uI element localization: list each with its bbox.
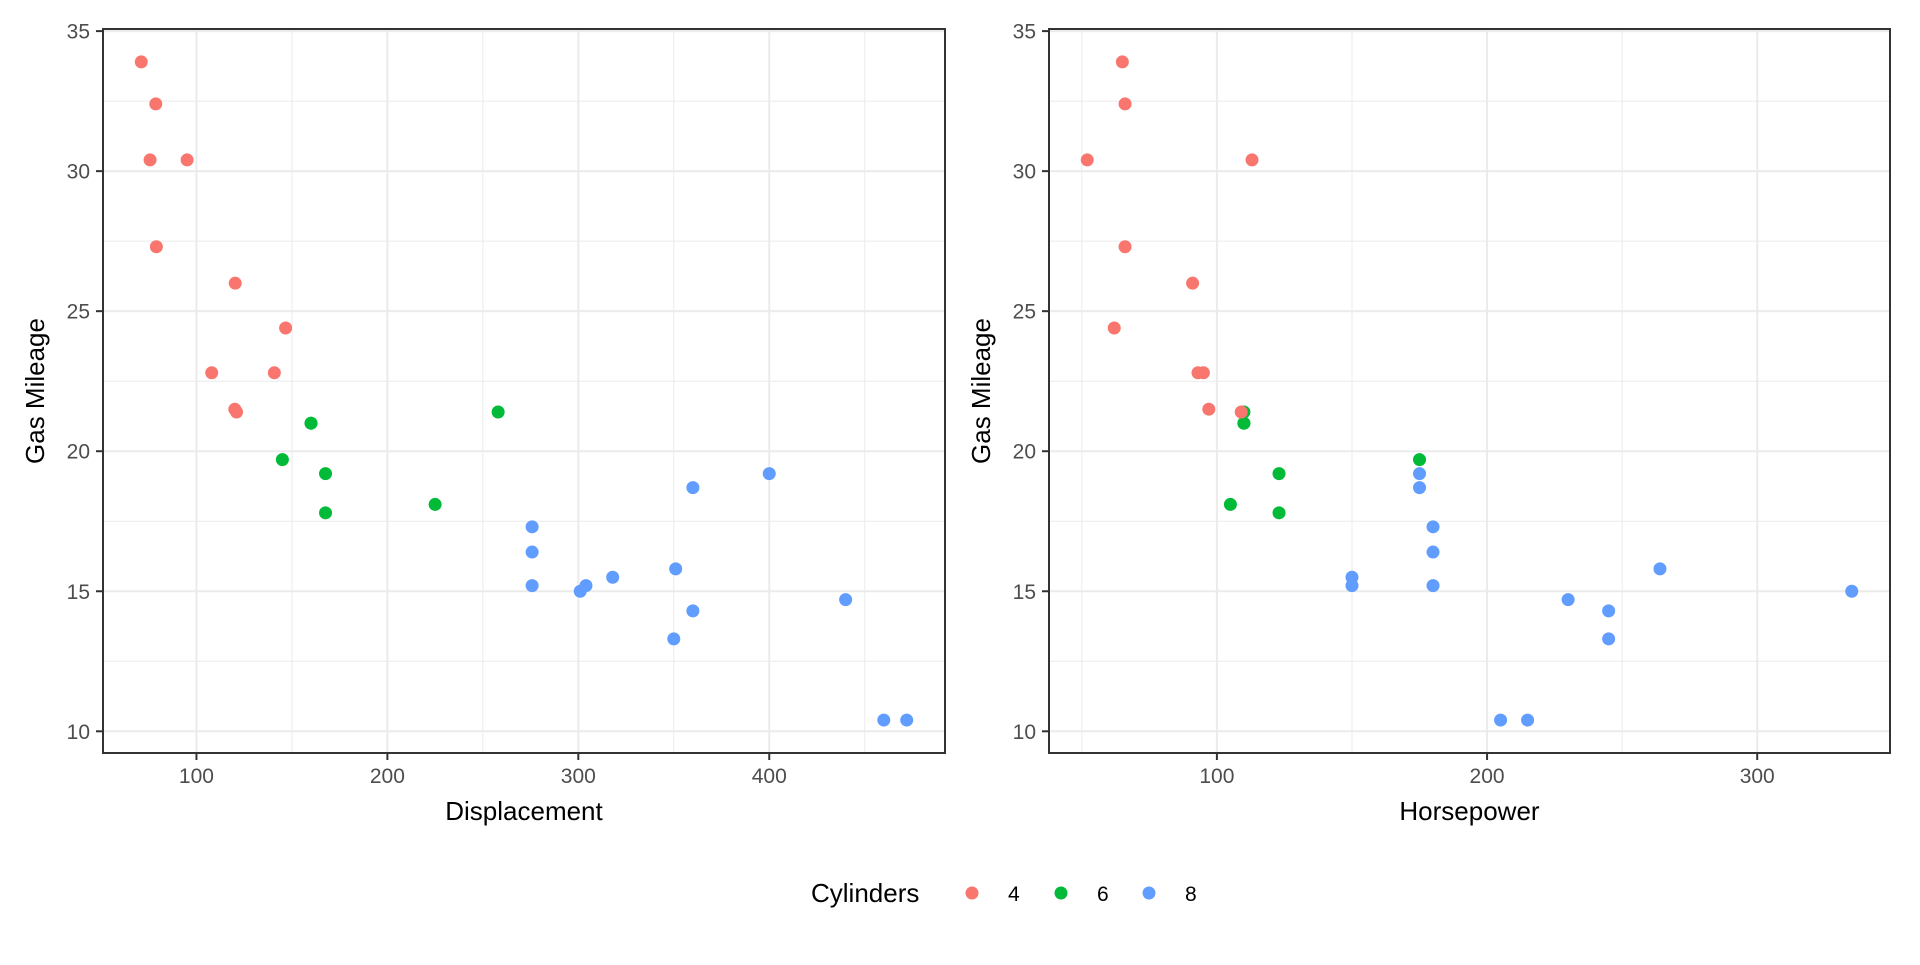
data-point-cyl-8 — [1561, 593, 1575, 607]
data-point-cyl-8 — [762, 467, 776, 481]
data-point-cyl-6 — [491, 405, 505, 419]
data-point-cyl-8 — [1413, 467, 1427, 481]
data-point-cyl-8 — [1602, 632, 1616, 646]
legend: Cylinders 4 6 8 — [811, 878, 1197, 908]
data-point-cyl-8 — [1845, 584, 1859, 598]
data-point-cyl-4 — [1234, 405, 1248, 419]
data-point-cyl-8 — [606, 570, 620, 584]
legend-key-8 — [1142, 886, 1156, 900]
data-point-cyl-4 — [1118, 240, 1132, 254]
panel-horsepower: 100 200 300 10 15 20 25 30 35 Horsepower Gas Milea… — [966, 21, 1891, 826]
data-point-cyl-8 — [1413, 481, 1427, 495]
x-tick-label: 300 — [561, 765, 596, 788]
y-tick-label: 20 — [1013, 441, 1036, 464]
y-tick-label: 25 — [1013, 301, 1036, 324]
data-point-cyl-6 — [1223, 497, 1237, 511]
y-tick-label: 35 — [1013, 21, 1036, 44]
y-tick-label: 10 — [1013, 721, 1036, 744]
data-point-cyl-4 — [134, 55, 148, 69]
data-point-cyl-4 — [143, 153, 157, 167]
legend-key-6 — [1054, 886, 1068, 900]
panel-border — [1048, 28, 1891, 754]
y-tick-label: 30 — [67, 161, 90, 184]
legend-label-6: 6 — [1097, 883, 1109, 906]
data-point-cyl-6 — [304, 416, 318, 430]
data-point-cyl-6 — [1413, 453, 1427, 467]
data-point-cyl-8 — [686, 604, 700, 618]
data-point-cyl-4 — [1080, 153, 1094, 167]
y-tick-label: 25 — [67, 301, 90, 324]
data-point-cyl-8 — [900, 713, 914, 727]
data-point-cyl-6 — [319, 506, 333, 520]
y-axis-title: Gas Mileage — [966, 318, 996, 464]
data-point-cyl-8 — [839, 593, 853, 607]
panel-border — [102, 28, 946, 754]
data-point-cyl-8 — [1426, 520, 1440, 534]
data-point-cyl-8 — [877, 713, 891, 727]
data-point-cyl-4 — [1196, 366, 1210, 380]
data-point-cyl-4 — [279, 321, 293, 335]
data-point-cyl-8 — [686, 481, 700, 495]
data-point-cyl-4 — [1186, 276, 1200, 290]
data-point-cyl-8 — [1653, 562, 1667, 576]
y-tick-label: 30 — [1013, 161, 1036, 184]
data-point-cyl-4 — [180, 153, 194, 167]
data-point-cyl-6 — [1272, 506, 1286, 520]
y-tick-label: 35 — [67, 21, 90, 44]
data-point-cyl-6 — [1272, 467, 1286, 481]
data-point-cyl-4 — [1107, 321, 1121, 335]
y-tick-label: 15 — [67, 581, 90, 604]
data-point-cyl-8 — [1521, 713, 1535, 727]
y-tick-label: 10 — [67, 721, 90, 744]
legend-title: Cylinders — [811, 878, 919, 908]
data-point-cyl-8 — [1426, 579, 1440, 593]
y-tick-label: 15 — [1013, 581, 1036, 604]
data-point-cyl-8 — [1345, 579, 1359, 593]
data-point-cyl-6 — [428, 497, 442, 511]
data-point-cyl-8 — [525, 579, 539, 593]
legend-label-8: 8 — [1185, 883, 1197, 906]
data-point-cyl-4 — [1115, 55, 1129, 69]
y-axis-title: Gas Mileage — [20, 318, 50, 464]
x-axis-title: Displacement — [445, 796, 603, 826]
data-point-cyl-4 — [1245, 153, 1259, 167]
y-tick-label: 20 — [67, 441, 90, 464]
data-point-cyl-6 — [275, 453, 289, 467]
data-point-cyl-4 — [1202, 402, 1216, 416]
x-tick-label: 400 — [752, 765, 787, 788]
data-point-cyl-8 — [525, 545, 539, 559]
data-point-cyl-8 — [1426, 545, 1440, 559]
x-tick-label: 200 — [370, 765, 405, 788]
data-point-cyl-6 — [319, 467, 333, 481]
x-tick-label: 200 — [1470, 765, 1505, 788]
x-tick-label: 100 — [1199, 765, 1234, 788]
x-tick-label: 300 — [1740, 765, 1775, 788]
data-point-cyl-8 — [669, 562, 683, 576]
data-point-cyl-8 — [1602, 604, 1616, 618]
legend-label-4: 4 — [1008, 883, 1020, 906]
panel-background — [103, 29, 945, 753]
data-point-cyl-4 — [1118, 97, 1132, 111]
data-point-cyl-8 — [667, 632, 681, 646]
data-point-cyl-6 — [1237, 416, 1251, 430]
data-point-cyl-8 — [1494, 713, 1508, 727]
x-axis-title: Horsepower — [1399, 796, 1540, 826]
data-point-cyl-4 — [230, 405, 244, 419]
data-point-cyl-4 — [205, 366, 219, 380]
data-point-cyl-4 — [267, 366, 281, 380]
legend-key-4 — [965, 886, 979, 900]
data-point-cyl-8 — [525, 520, 539, 534]
data-point-cyl-4 — [149, 240, 163, 254]
panel-displacement: 100 200 300 400 10 15 20 25 30 35 Displacement Gas … — [20, 21, 946, 826]
data-point-cyl-4 — [149, 97, 163, 111]
panel-background — [1049, 29, 1890, 753]
x-tick-label: 100 — [179, 765, 214, 788]
data-point-cyl-8 — [573, 584, 587, 598]
data-point-cyl-4 — [228, 276, 242, 290]
